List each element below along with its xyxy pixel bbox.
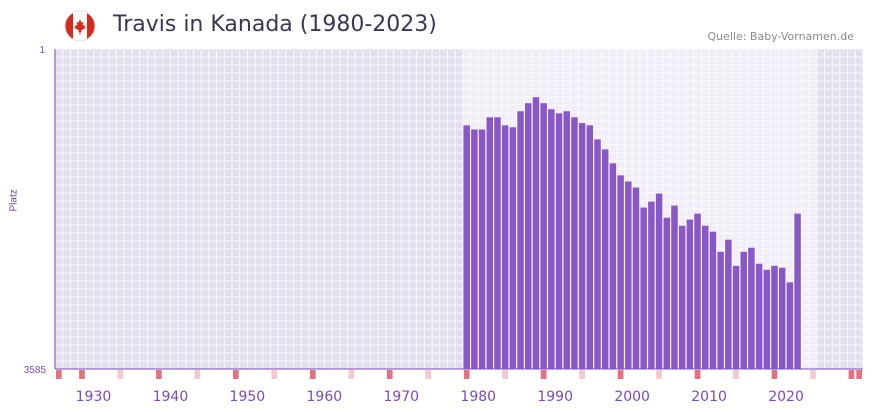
- source-credit: Quelle: Baby-Vornamen.de: [707, 30, 854, 43]
- bar-2019: [778, 267, 786, 369]
- bar-2003: [655, 193, 663, 369]
- bar-2011: [717, 251, 724, 369]
- bar-2012: [725, 239, 732, 369]
- bar-1981: [486, 117, 494, 369]
- bar-1988: [540, 103, 547, 370]
- bar-2007: [686, 219, 694, 369]
- bar-2015: [748, 247, 755, 369]
- bar-1979: [471, 129, 478, 369]
- x-tick-marker: [540, 370, 547, 379]
- bar-2006: [678, 225, 686, 369]
- bar-1998: [617, 175, 624, 369]
- x-tick-marker: [694, 370, 701, 379]
- bar-2002: [648, 201, 655, 369]
- x-tick-marker-minor: [117, 370, 124, 379]
- x-tick-marker-minor: [348, 370, 355, 379]
- x-tick-label-1950: 1950: [230, 389, 266, 405]
- x-tick-marker-minor: [502, 370, 509, 379]
- bar-1995: [594, 139, 601, 369]
- bar-1987: [532, 97, 540, 369]
- bar-1992: [571, 117, 578, 369]
- bar-2004: [663, 217, 671, 369]
- bar-1999: [625, 181, 632, 369]
- bar-1991: [563, 111, 570, 369]
- x-tick-marker: [232, 370, 239, 379]
- bar-2017: [763, 269, 771, 369]
- bar-2008: [694, 213, 701, 369]
- bar-1984: [509, 127, 517, 369]
- bar-2014: [740, 251, 747, 369]
- x-tick-marker: [309, 370, 316, 379]
- bar-1985: [517, 111, 524, 369]
- x-tick-marker: [56, 370, 62, 379]
- bar-2016: [755, 263, 763, 369]
- x-tick-marker: [79, 370, 85, 379]
- bar-1993: [578, 123, 586, 369]
- x-tick-marker-minor: [271, 370, 278, 379]
- y-tick-label-bottom: 3585: [24, 365, 47, 376]
- bar-2010: [709, 231, 717, 369]
- bar-2000: [632, 187, 640, 369]
- bar-1978: [463, 125, 470, 369]
- x-tick-marker: [386, 370, 393, 379]
- x-tick-marker: [771, 370, 778, 379]
- x-tick-label-1940: 1940: [153, 389, 189, 405]
- bar-2009: [702, 225, 709, 369]
- x-tick-marker: [617, 370, 624, 379]
- x-tick-label-1930: 1930: [76, 389, 112, 405]
- x-tick-label-2020: 2020: [768, 389, 804, 405]
- x-tick-label-1980: 1980: [460, 389, 496, 405]
- x-tick-label-2010: 2010: [691, 389, 727, 405]
- canada-flag-icon: [64, 10, 96, 42]
- y-tick-label-top: 1: [39, 45, 45, 56]
- bar-1980: [478, 129, 486, 369]
- x-tick-marker: [463, 370, 470, 379]
- x-tick-label-1970: 1970: [383, 389, 419, 405]
- bar-2005: [671, 205, 678, 369]
- x-tick-marker-minor: [194, 370, 201, 379]
- bar-1994: [586, 125, 594, 369]
- x-tick-marker: [156, 370, 162, 379]
- x-tick-marker-minor: [579, 370, 585, 379]
- page-title: Travis in Kanada (1980-2023): [113, 12, 437, 37]
- bar-2013: [732, 265, 740, 369]
- bar-1989: [548, 109, 555, 370]
- x-tick-marker-minor: [810, 370, 816, 379]
- x-tick-label-1990: 1990: [537, 389, 573, 405]
- bar-2018: [771, 265, 778, 369]
- x-tick-marker-minor: [733, 370, 739, 379]
- bar-1990: [555, 113, 563, 370]
- bar-1996: [601, 149, 609, 369]
- x-tick-marker-minor: [425, 370, 432, 379]
- bar-1982: [494, 117, 501, 369]
- x-tick-label-1960: 1960: [307, 389, 343, 405]
- bar-2021: [794, 213, 801, 369]
- bar-2001: [640, 207, 647, 369]
- bar-1997: [609, 163, 617, 369]
- x-tick-marker: [848, 370, 855, 379]
- x-tick-marker: [856, 370, 862, 379]
- bar-1986: [525, 103, 532, 370]
- x-tick-marker-minor: [656, 370, 662, 379]
- bar-1983: [501, 125, 509, 369]
- x-tick-label-2000: 2000: [614, 389, 650, 405]
- bar-2020: [786, 282, 794, 369]
